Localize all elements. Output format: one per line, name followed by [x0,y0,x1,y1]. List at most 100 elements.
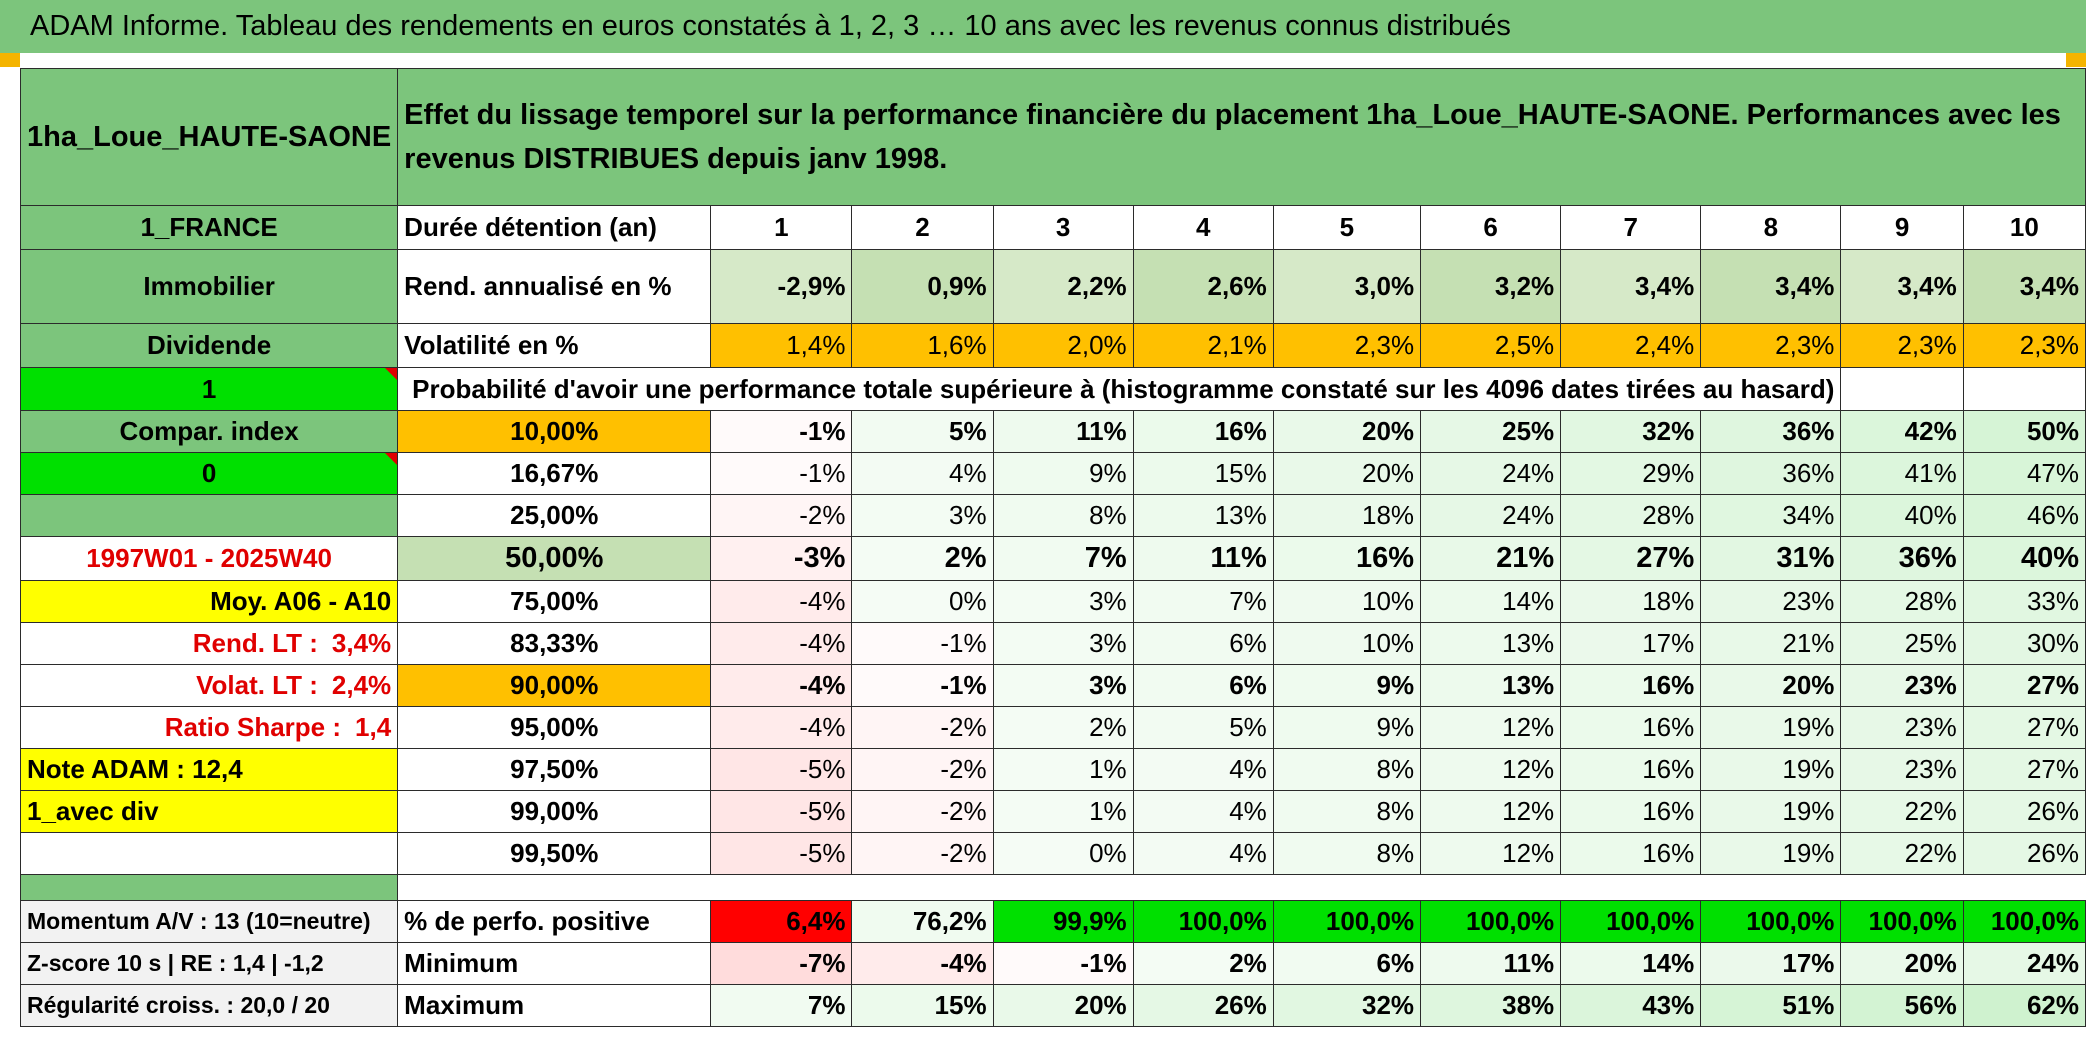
percentile-label: 50,00% [397,536,712,581]
percentile-value: 10% [1272,622,1422,665]
percentile-value: 28% [1560,494,1702,537]
percentile-value: 12% [1420,832,1562,875]
percentile-value: 1% [992,748,1134,791]
duration-label: Durée détention (an) [397,205,712,250]
rend-value: 3,2% [1420,249,1562,324]
percentile-value: 24% [1420,452,1562,495]
percentile-label: 16,67% [397,452,712,495]
percentile-value: -1% [710,452,853,495]
percentile-value: 5% [851,410,994,453]
percentile-value: 1% [992,790,1134,833]
percentile-value: 12% [1420,748,1562,791]
year-header-7: 7 [1560,205,1702,250]
percentile-value: 3% [992,664,1134,707]
percentile-value: 11% [992,410,1134,453]
positive-value: 100,0% [1700,900,1842,943]
percentile-label: 83,33% [397,622,712,665]
percentile-value: -4% [710,622,853,665]
percentile-value: -3% [710,536,853,581]
rend-lt-label: Rend. LT : [192,628,318,658]
percentile-value: 33% [1962,580,2086,623]
percentile-value: 0% [851,580,994,623]
percentile-value: 34% [1700,494,1842,537]
regularite-label: Régularité croiss. : 20,0 / 20 [19,984,399,1027]
percentile-value: 18% [1560,580,1702,623]
volat-value: 2,3% [1272,323,1422,368]
percentile-value: 12% [1420,706,1562,749]
percentile-value: 6% [1132,664,1274,707]
percentile-value: 36% [1840,536,1964,581]
maximum-value: 38% [1420,984,1562,1027]
percentile-label: 75,00% [397,580,712,623]
percentile-value: 20% [1272,410,1422,453]
percentile-value: 7% [992,536,1134,581]
empty-cell [19,494,399,537]
minimum-value: -1% [992,942,1134,985]
percentile-value: 21% [1420,536,1562,581]
empty-cell [1840,367,1964,411]
percentile-value: 9% [1272,664,1422,707]
minimum-label: Minimum [397,942,712,985]
percentile-value: 23% [1840,706,1964,749]
percentile-value: 8% [992,494,1134,537]
report-title: ADAM Informe. Tableau des rendements en … [0,0,2086,53]
rend-lt-value: 3,4% [331,628,392,658]
volat-value: 2,4% [1560,323,1702,368]
percentile-value: 17% [1560,622,1702,665]
percentile-value: 8% [1272,832,1422,875]
maximum-value: 62% [1962,984,2086,1027]
percentile-value: 12% [1420,790,1562,833]
category-label: Immobilier [19,249,399,324]
maximum-value: 15% [851,984,994,1027]
minimum-value: 6% [1272,942,1422,985]
percentile-value: 25% [1420,410,1562,453]
dividend-mode: 1_avec div [19,790,399,833]
percentile-value: 16% [1560,790,1702,833]
percentile-value: 30% [1962,622,2086,665]
percentile-value: 20% [1700,664,1842,707]
percentile-value: -5% [710,790,853,833]
percentile-value: -1% [851,622,994,665]
percentile-value: 5% [1132,706,1274,749]
empty-cell [1962,367,2086,411]
rend-label: Rend. annualisé en % [397,249,712,324]
percentile-value: 23% [1840,748,1964,791]
minimum-value: 2% [1132,942,1274,985]
volat-lt-label: Volat. LT : [196,670,318,700]
percentile-value: 16% [1560,832,1702,875]
empty-cell [19,832,399,875]
year-header-8: 8 [1700,205,1842,250]
percentile-value: -2% [851,790,994,833]
percentile-value: 25% [1840,622,1964,665]
year-header-9: 9 [1840,205,1964,250]
percentile-value: -1% [710,410,853,453]
maximum-value: 20% [992,984,1134,1027]
positive-value: 100,0% [1420,900,1562,943]
percentile-value: -1% [851,664,994,707]
percentile-value: -2% [851,706,994,749]
dividend-label: Dividende [19,323,399,368]
percentile-value: 3% [992,580,1134,623]
year-header-5: 5 [1272,205,1422,250]
minimum-value: -7% [710,942,853,985]
percentile-value: 15% [1132,452,1274,495]
maximum-value: 56% [1840,984,1964,1027]
percentile-value: 8% [1272,790,1422,833]
rend-value: 2,2% [992,249,1134,324]
percentile-value: 9% [1272,706,1422,749]
probability-caption: Probabilité d'avoir une performance tota… [397,367,1842,411]
maximum-value: 7% [710,984,853,1027]
year-header-4: 4 [1132,205,1274,250]
percentile-value: 18% [1272,494,1422,537]
percentile-value: 36% [1700,452,1842,495]
rend-value: 3,4% [1962,249,2086,324]
maximum-value: 51% [1700,984,1842,1027]
percentile-value: 2% [992,706,1134,749]
percentile-label: 90,00% [397,664,712,707]
percentile-value: -4% [710,580,853,623]
percentile-value: 29% [1560,452,1702,495]
flag-cell-1[interactable]: 1 [19,367,399,411]
rend-value: 3,4% [1840,249,1964,324]
percentile-value: 26% [1962,832,2086,875]
flag-cell-0[interactable]: 0 [19,452,399,495]
